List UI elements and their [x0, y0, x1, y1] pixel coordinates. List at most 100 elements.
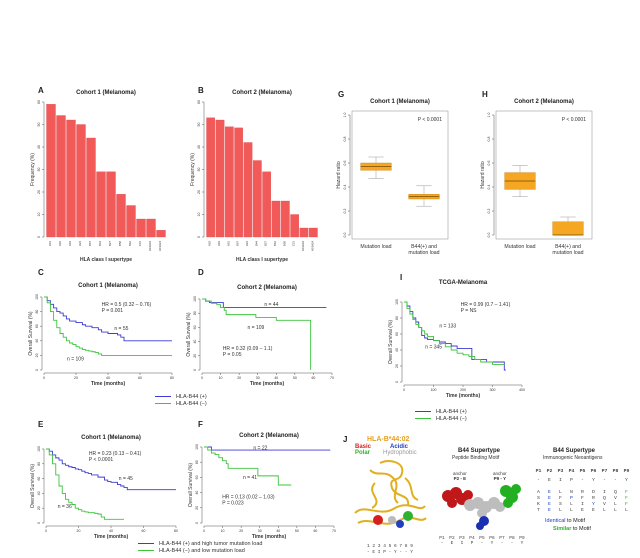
neo-cell: P2 — [546, 469, 553, 474]
panel-label-i: I — [400, 273, 403, 282]
anchor-label: anchor — [493, 471, 507, 476]
y-tick-label: 30 — [37, 168, 41, 172]
legend-swatch-green — [415, 417, 431, 420]
legend-label: HLA-B44 (−) and low mutation load — [159, 547, 245, 554]
legend-item-b44-pos-high: HLA-B44 (+) and high tumor mutation load — [138, 540, 263, 547]
hr-annotation: HR = 0.23 (0.13 – 0.41) — [89, 451, 142, 457]
y-tick-label: 20 — [395, 364, 399, 368]
x-tick-label: 40 — [276, 529, 280, 533]
neo-cell: P5 — [579, 469, 586, 474]
survival-curve-b44-positive — [404, 301, 506, 371]
y-tick-label: 30 — [197, 168, 201, 172]
plot-frame — [495, 110, 593, 240]
motif-cell: Y — [520, 541, 524, 546]
chart-e: Cohort 1 (Melanoma) 0 20 40 60 80 100 Overall S… — [30, 435, 178, 540]
anchor-p2: anchor P2 - E — [453, 471, 467, 481]
n-label: n = 133 — [439, 324, 456, 330]
motif-position-grid: P1 P2 P3 P4 P5 P6 P7 P8 P9- E I P - Y - - Y — [437, 536, 527, 546]
bar-B27 — [106, 171, 116, 238]
legend-cd: HLA-B44 (+) HLA-B44 (−) — [155, 393, 207, 407]
y-tick-label: 60 — [195, 475, 199, 479]
legend-i: HLA-B44 (+) HLA-B44 (−) — [415, 408, 467, 422]
y-tick-label: 100 — [195, 444, 199, 450]
y-tick-label: 40 — [193, 340, 197, 344]
chart-a: Cohort 1 (Melanoma) 0 10 20 30 40 50 60 Frequenc… — [30, 90, 166, 263]
y-tick-label: 40 — [197, 145, 201, 149]
y-axis-label: Overall Survival (%) — [28, 311, 34, 356]
chart-title: Cohort 2 (Melanoma) — [514, 99, 574, 105]
x-tick-label: 400 — [519, 388, 525, 392]
y-tick-label: 50 — [197, 123, 201, 127]
y-tick-label: 0.4 — [343, 185, 347, 190]
motif-cell: Y — [490, 541, 494, 546]
y-tick-label: 20 — [35, 353, 39, 357]
neo-cell: I — [559, 478, 562, 483]
y-tick-label: 0.6 — [487, 161, 491, 166]
neo-cell: S — [559, 502, 562, 507]
similar-suffix: to Motif — [571, 526, 591, 532]
neo-cell: P3 — [557, 469, 564, 474]
motif-cell: E — [450, 541, 454, 546]
motif-cell: - — [480, 541, 484, 546]
motif-cell: - — [510, 541, 514, 546]
y-tick-label: 1.0 — [487, 113, 491, 118]
y-tick-label: 0.6 — [343, 161, 347, 166]
residue-basic — [373, 515, 383, 525]
neo-cell: V — [614, 496, 617, 501]
ribbon-helix — [354, 504, 426, 514]
neo-cell: L — [570, 508, 573, 513]
y-tick-label: 60 — [37, 477, 41, 481]
x-tick-label: 100 — [431, 388, 437, 392]
legend-label: HLA-B44 (+) — [176, 393, 207, 400]
neo-cell: E — [548, 502, 551, 507]
legend-item-b44-pos: HLA-B44 (+) — [155, 393, 207, 400]
neo-cell: S — [537, 496, 540, 501]
y-tick-label: 0.2 — [343, 209, 347, 214]
hr-annotation: HR = 0.99 (0.7 – 1.41) — [461, 302, 511, 308]
motif-cell: P — [470, 541, 474, 546]
x-category-label: Mutation load — [504, 244, 535, 250]
chart-title: Cohort 1 (Melanoma) — [370, 99, 430, 105]
x-tick-label: 0 — [201, 376, 203, 380]
key-hydrophobic: Hydrophobic — [383, 450, 417, 456]
neoantigen-title: B44 Supertype — [553, 448, 596, 454]
bar-A01A24 — [309, 227, 318, 238]
neo-cell: P4 — [568, 469, 575, 474]
chart-i: TCGA-Melanoma 0 20 40 60 80 100 Overall Surviva… — [388, 280, 525, 399]
anchor-value: P2 - E — [453, 476, 467, 481]
hr-annotation: HR = 0.5 (0.32 – 0.76) — [102, 302, 152, 308]
x-tick-label: A01A03 — [301, 241, 305, 251]
x-tick-label: A03 — [217, 241, 221, 246]
y-tick-label: 40 — [195, 491, 199, 495]
bar-A01A24 — [156, 230, 166, 238]
x-tick-label: 50 — [293, 376, 297, 380]
motif-row: P1 P2 P3 P4 P5 P6 P7 P8 P9 — [437, 536, 527, 541]
legend-item-b44-neg-low: HLA-B44 (−) and low mutation load — [138, 547, 263, 554]
y-axis-label: Frequency (%) — [30, 153, 36, 186]
x-tick-label: 30 — [258, 529, 262, 533]
y-axis-label: Frequency (%) — [190, 153, 196, 186]
chart-title: Cohort 2 (Melanoma) — [239, 433, 299, 439]
x-tick-label: B07 — [88, 241, 92, 246]
bar-B44 — [253, 160, 262, 238]
survival-curve-b44-positive — [46, 448, 176, 491]
y-tick-label: 60 — [193, 325, 197, 329]
x-tick-label: B27 — [264, 241, 268, 246]
ribbon-strand — [404, 477, 419, 501]
y-axis-label: Overall Survival (%) — [188, 463, 194, 508]
protein-structure-ribbon — [354, 460, 427, 528]
y-tick-label: 60 — [395, 332, 399, 336]
survival-curve-b44-negative — [44, 296, 172, 356]
x-tick-label: A01 — [226, 241, 230, 246]
x-tick-label: B62 — [273, 241, 277, 246]
x-tick-label: 20 — [77, 529, 81, 533]
bar-C01 — [290, 214, 299, 238]
y-tick-label: 80 — [193, 311, 197, 315]
anchor-label: anchor — [453, 471, 467, 476]
survival-curve-b44-negative — [204, 446, 292, 486]
neo-cell: P — [570, 478, 573, 483]
y-tick-label: 50 — [37, 123, 41, 127]
